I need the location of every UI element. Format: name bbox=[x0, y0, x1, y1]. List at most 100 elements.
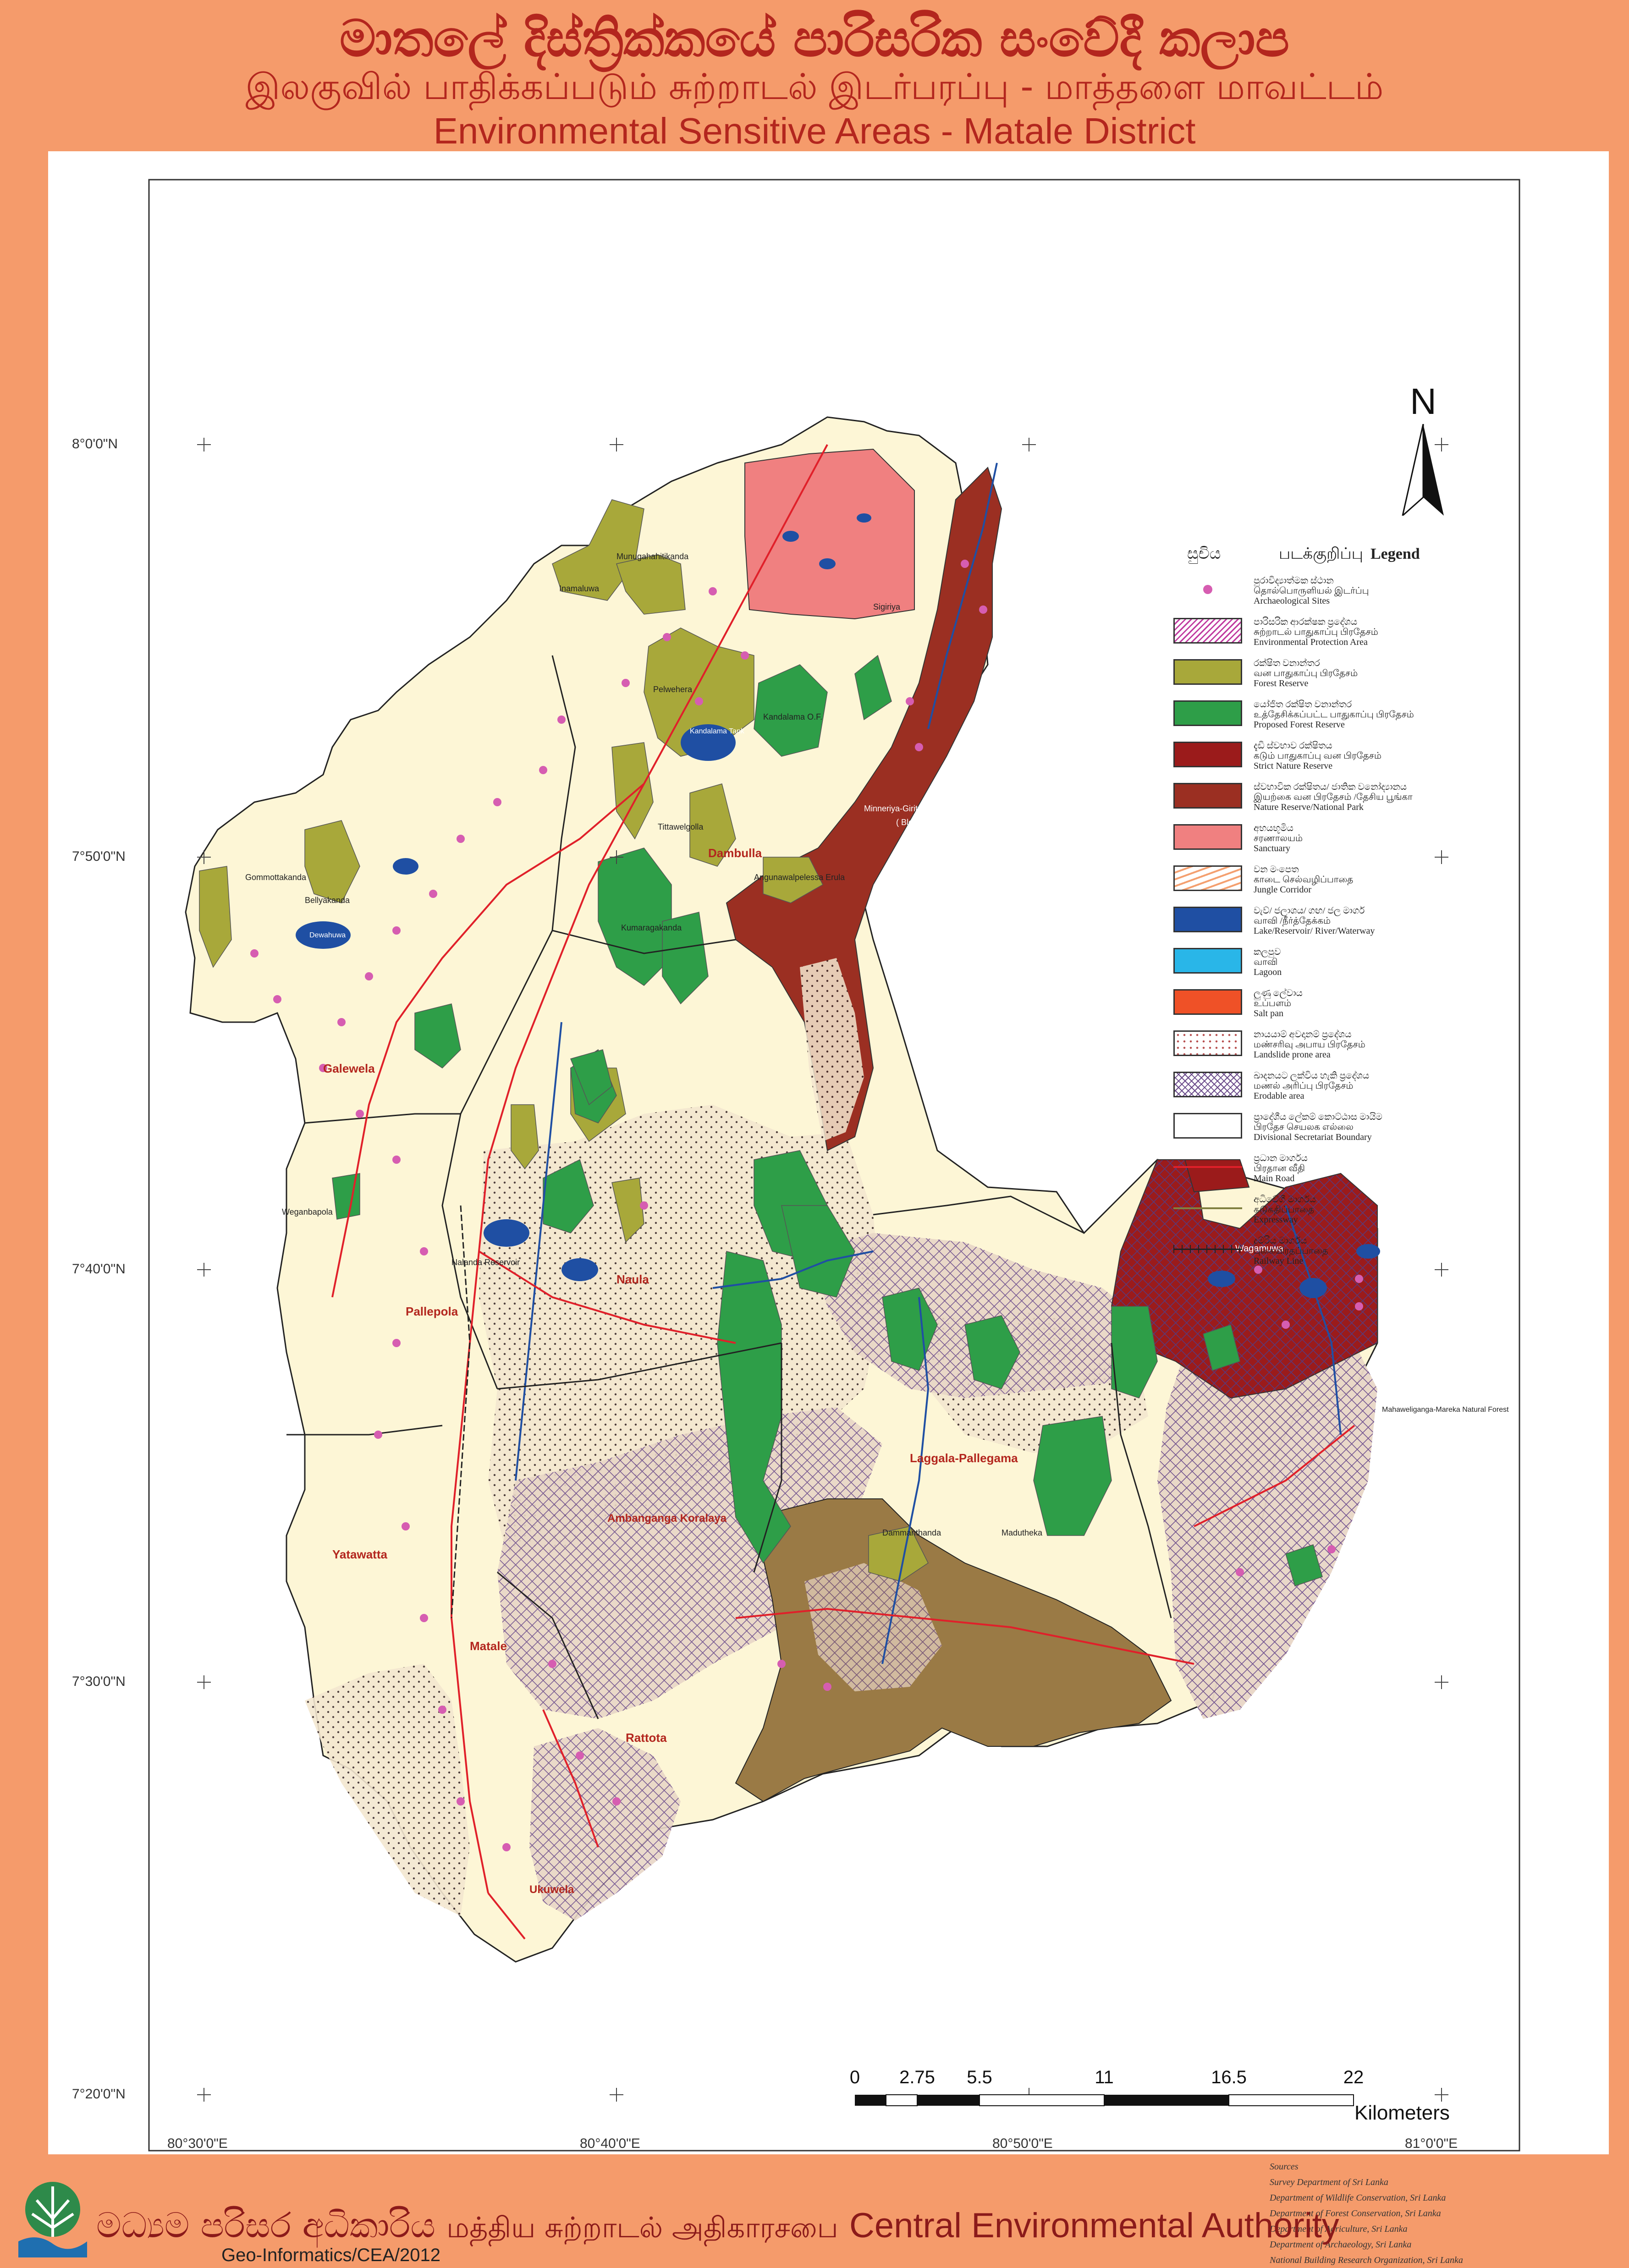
legend-label-en: Sanctuary bbox=[1254, 843, 1290, 853]
legend-swatch bbox=[1173, 577, 1242, 602]
legend-swatch bbox=[1173, 659, 1242, 685]
legend-label-ta: வன பாதுகாப்பு பிரதேசம் bbox=[1254, 668, 1358, 678]
place-naula: Naula bbox=[616, 1272, 649, 1286]
railway-line bbox=[451, 1205, 471, 1618]
source-line: Department of Wildlife Conservation, Sri… bbox=[1270, 2193, 1446, 2203]
scale-bar-graphic bbox=[855, 2094, 1354, 2106]
legend-item: දැඩි ස්වභාව රක්ෂිතය கடும் பாதுகாப்பு வன ப… bbox=[1173, 738, 1558, 779]
place-laggala: Laggala-Pallegama bbox=[910, 1451, 1018, 1465]
legend-swatch bbox=[1173, 865, 1242, 891]
scale-tick-label: 0 bbox=[849, 2067, 860, 2087]
source-line: Department of Forest Conservation, Sri L… bbox=[1270, 2208, 1441, 2218]
legend-label-en: Railway Line bbox=[1254, 1256, 1304, 1266]
legend-label-en: Erodable area bbox=[1254, 1091, 1304, 1101]
legend-label-si: යෝජිත රක්ෂිත වනාන්තර bbox=[1254, 699, 1352, 710]
legend-swatch bbox=[1173, 1154, 1242, 1180]
legend-item: ප්‍රධාන මාර්ගය பிரதான வீதி Main Road bbox=[1173, 1151, 1558, 1192]
lat-label-8-00: 8°0'0"N bbox=[72, 436, 118, 451]
legend-label-en: Nature Reserve/National Park bbox=[1254, 802, 1364, 812]
legend-label-ta: பிரதான வீதி bbox=[1254, 1163, 1305, 1173]
lon-label-80-40: 80°40'0"E bbox=[580, 2136, 640, 2151]
legend-item: වන මංපෙත காடை செல்வழிப்பாதை Jungle Corrido… bbox=[1173, 862, 1558, 903]
sigiriya-sanctuary bbox=[744, 448, 915, 620]
legend-label-ta: புகையிரதப்பாதை bbox=[1254, 1246, 1328, 1256]
sources-block: Sources Survey Department of Sri Lanka D… bbox=[1270, 2159, 1545, 2268]
legend-label-ta: சுற்றாடல் பாதுகாப்பு பிரதேசம் bbox=[1254, 627, 1378, 637]
legend-swatch bbox=[1173, 824, 1242, 850]
legend-label-si: අධිවේගී මාර්ගය bbox=[1254, 1195, 1316, 1205]
place-knuckles: Knuckles EPA bbox=[919, 1762, 971, 1771]
legend-label-ta: பிரதேச செயலக எல்லை bbox=[1254, 1122, 1354, 1132]
legend-item: ලුණු ලේවාය உப்பளம் Salt pan bbox=[1173, 985, 1558, 1027]
place-minneriya: Minneriya-Giritale bbox=[864, 804, 929, 813]
place-block: ( Block 1-4) bbox=[896, 818, 938, 827]
footer-name-si: මධ්‍යම පරිසර අධිකාරිය bbox=[96, 2205, 435, 2246]
scale-bar: 0 2.75 5.5 11 16.5 22 Kilometers bbox=[850, 2067, 1497, 2127]
legend-label-en: Jungle Corridor bbox=[1254, 885, 1312, 895]
footer-authority-name: මධ්‍යම පරිසර අධිකාරිය மத்திய சுற்றாடல் அ… bbox=[96, 2205, 1339, 2248]
legend-label-en: Proposed Forest Reserve bbox=[1254, 720, 1345, 730]
legend-label-en: Main Road bbox=[1254, 1173, 1295, 1184]
north-label: N bbox=[1410, 381, 1436, 422]
legend-label-ta: உத்தேசிக்கப்பட்ட பாதுகாப்பு பிரதேசம் bbox=[1254, 710, 1414, 720]
archaeological-sites bbox=[250, 560, 1363, 1851]
legend-label-ta: கடுகதிப்பாதை bbox=[1254, 1205, 1314, 1215]
legend-label-si: ප්‍රධාන මාර්ගය bbox=[1254, 1153, 1308, 1163]
lon-label-80-50: 80°50'0"E bbox=[992, 2136, 1053, 2151]
legend-swatch bbox=[1173, 618, 1242, 644]
legend-label-si: වැව්/ ජලාශය/ ගඟ/ ජල මාර්ග bbox=[1254, 906, 1365, 916]
footer: මධ්‍යම පරිසර අධිකාරිය மத்திய சுற்றாடல் அ… bbox=[0, 2154, 1629, 2267]
legend-label-si: පාරිසරික ආරක්ෂක ප්‍රදේශය bbox=[1254, 617, 1358, 627]
place-munugaha: Munugahahitikanda bbox=[616, 552, 689, 561]
lat-label-7-30: 7°30'0"N bbox=[72, 1674, 126, 1689]
legend-label-ta: இயற்கை வன பிரதேசம் /தேசிய பூங்கா bbox=[1254, 792, 1413, 802]
forest-reserves bbox=[199, 499, 929, 1582]
minneriya-giritale-reserve bbox=[726, 467, 1002, 1151]
water-bodies bbox=[296, 513, 1380, 1298]
legend-swatch bbox=[1173, 700, 1242, 726]
legend-label-en: Environmental Protection Area bbox=[1254, 637, 1368, 647]
place-nalanda: Nalanda Reservoir bbox=[451, 1258, 520, 1267]
minneriya-dotted bbox=[800, 958, 864, 1141]
legend-heading-ta: படக்குறிப்பு bbox=[1279, 545, 1363, 562]
legend-label-si: පුරාවිද්‍යාත්මක ස්ථාන bbox=[1254, 576, 1334, 586]
place-angunawala: Angunawalpelessa Erula bbox=[754, 873, 845, 882]
legend-label-ta: தொல்பொருளியல் இடர்ப்பு bbox=[1254, 586, 1369, 596]
place-kandalama: Kandalama Tank bbox=[690, 727, 745, 735]
lat-label-7-20: 7°20'0"N bbox=[72, 2086, 126, 2102]
map-frame: Dambulla Galewela Pallepola Naula Laggal… bbox=[48, 151, 1609, 2265]
north-arrow-icon bbox=[1402, 424, 1444, 516]
legend-label-ta: வாவி bbox=[1254, 957, 1278, 967]
scale-tick-label: 5.5 bbox=[967, 2067, 992, 2087]
scale-unit: Kilometers bbox=[1354, 2102, 1450, 2124]
scale-tick-label: 16.5 bbox=[1211, 2067, 1247, 2087]
place-dammanthanda: Dammanthanda bbox=[882, 1528, 941, 1537]
source-line: Survey Department of Sri Lanka bbox=[1270, 2177, 1388, 2187]
place-gommottakanda: Gommottakanda bbox=[245, 873, 307, 882]
place-bellyakanda: Bellyakanda bbox=[305, 896, 350, 905]
legend-label-ta: சரணாலயம் bbox=[1254, 833, 1303, 843]
legend-label-ta: கடும் பாதுகாப்பு வன பிரதேசம் bbox=[1254, 751, 1381, 761]
place-kumaragakanda: Kumaragakanda bbox=[621, 923, 682, 932]
legend-swatch bbox=[1173, 948, 1242, 974]
place-weganbapola: Weganbapola bbox=[282, 1207, 333, 1217]
legend-label-ta: வாவி /நீர்த்தேக்கம் bbox=[1254, 916, 1331, 926]
legend-item: පාරිසරික ආරක්ෂක ප්‍රදේශය சுற்றாடல் பாதுகா… bbox=[1173, 614, 1558, 655]
legend-label-si: අභයභූමිය bbox=[1254, 823, 1293, 833]
legend-header: සුචිය படக்குறிப்பு Legend bbox=[1173, 545, 1558, 568]
title-sinhala: මාතලේ දිස්ත්‍රික්කයේ පාරිසරික සංවේදී කලා… bbox=[339, 9, 1290, 68]
legend-label-en: Salt pan bbox=[1254, 1008, 1283, 1018]
place-ukuwela: Ukuwela bbox=[529, 1883, 574, 1896]
legend-item: පුරාවිද්‍යාත්මක ස්ථාන தொல்பொருளியல் இடர்ப… bbox=[1173, 573, 1558, 614]
legend-label-si: නායයාම් අවදානම් ප්‍රදේශය bbox=[1254, 1029, 1352, 1040]
legend-label-en: Archaeological Sites bbox=[1254, 596, 1330, 606]
place-sigiriya: Sigiriya bbox=[873, 602, 901, 611]
place-madutheka: Madutheka bbox=[1002, 1528, 1043, 1537]
place-dambulla: Dambulla bbox=[708, 846, 762, 860]
legend-item: නායයාම් අවදානම් ප්‍රදේශය மண்சரிவு அபாய பி… bbox=[1173, 1027, 1558, 1068]
legend-label-si: කලපුව bbox=[1254, 947, 1281, 957]
legend-item: ස්වභාවික රක්ෂිතය/ ජාතික වනෝද්‍යානය இயற்கை… bbox=[1173, 779, 1558, 820]
legend-label-ta: உப்பளம் bbox=[1254, 998, 1292, 1008]
lat-label-7-50: 7°50'0"N bbox=[72, 849, 126, 864]
map-credit: Geo-Informatics/CEA/2012 bbox=[221, 2245, 440, 2265]
